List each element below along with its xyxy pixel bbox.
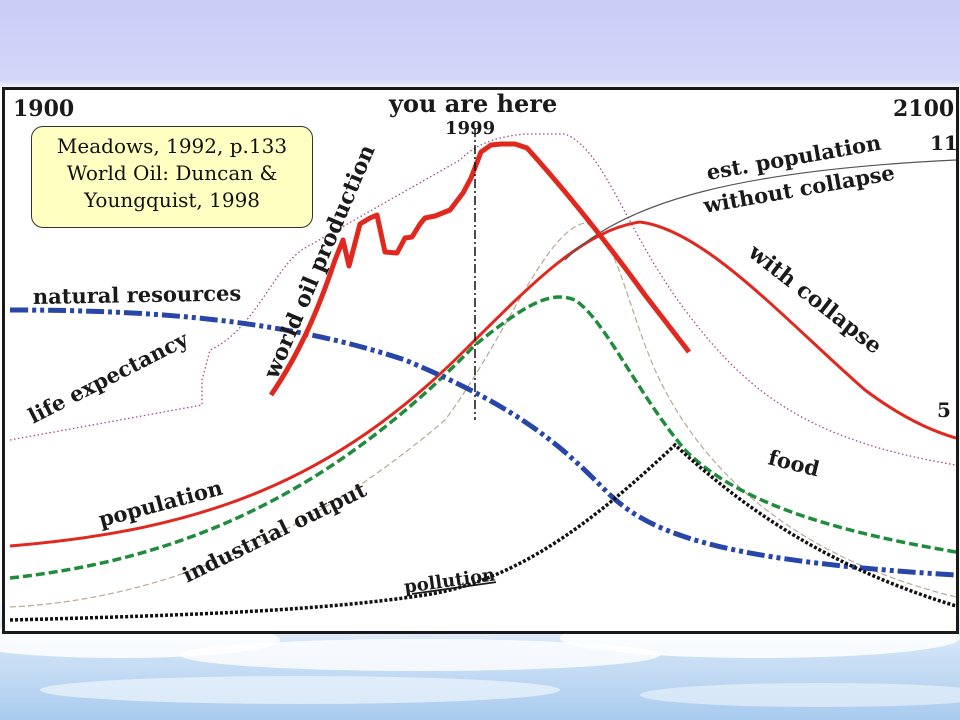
series-label-life-expectancy: life expectancy xyxy=(24,326,193,429)
series-label-natural-resources: natural resources xyxy=(33,280,242,309)
citation-line-1: Meadows, 1992, p.133 xyxy=(56,134,288,158)
value-label-low: 5 xyxy=(937,398,951,422)
end-year-label: 2100 xyxy=(893,96,954,122)
you-are-here-label: you are here xyxy=(388,90,557,118)
pollution-line xyxy=(9,442,956,622)
citation-line-3: Youngquist, 1998 xyxy=(83,188,261,212)
est-population-line xyxy=(564,159,956,261)
chart-plot: 1900 2100 you are here 1999 11 5 world o… xyxy=(9,90,956,622)
life-expectancy-line xyxy=(9,133,956,466)
series-label-food: food xyxy=(766,445,823,482)
series-label-pollution: pollution xyxy=(403,564,497,598)
citation-line-2: World Oil: Duncan & xyxy=(66,161,278,185)
food-line xyxy=(9,295,956,580)
value-label-high: 11 xyxy=(930,131,956,155)
natural-resources-line xyxy=(9,307,956,578)
citation-box: Meadows, 1992, p.133 World Oil: Duncan &… xyxy=(31,126,313,228)
chart-frame: 1900 2100 you are here 1999 11 5 world o… xyxy=(2,87,959,634)
industrial-output-line xyxy=(9,222,956,608)
start-year-label: 1900 xyxy=(13,96,74,122)
with-collapse-line xyxy=(639,220,956,440)
marker-year-label: 1999 xyxy=(445,118,495,139)
world-oil-production-line xyxy=(268,141,691,397)
